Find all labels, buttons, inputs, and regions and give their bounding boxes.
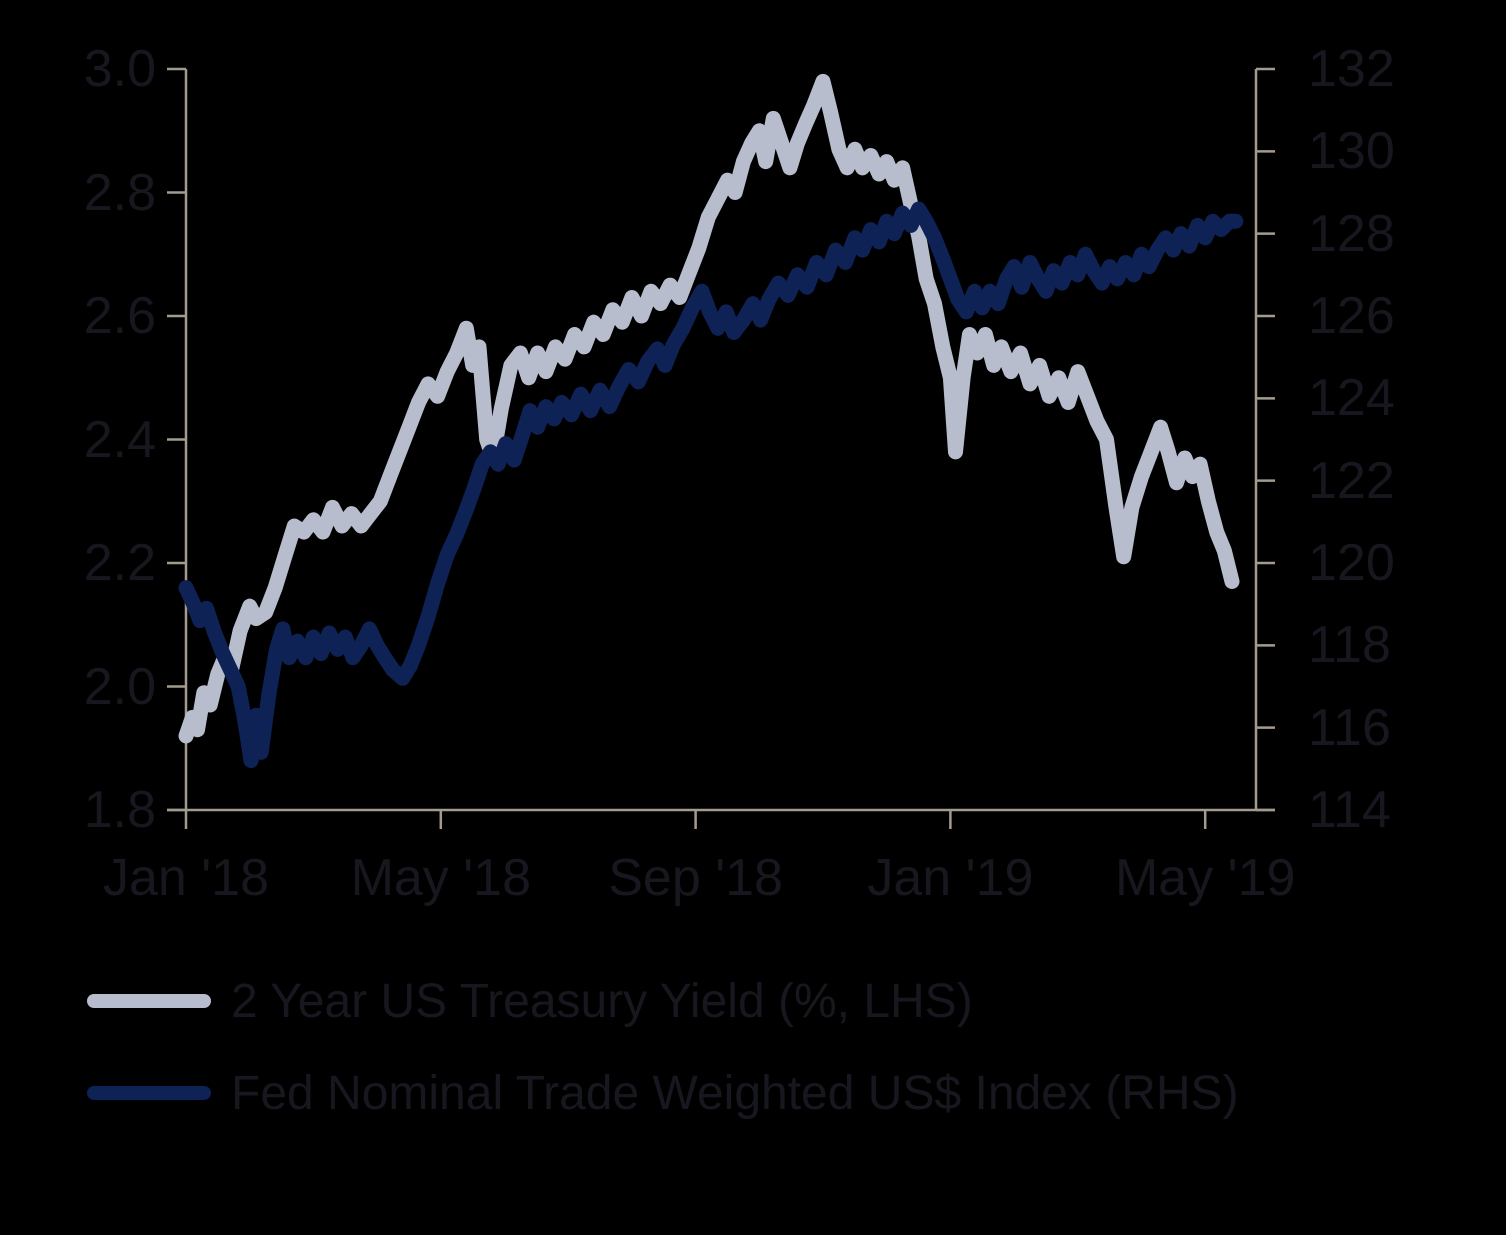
y-left-tick-label: 2.6 [83, 287, 156, 345]
legend-item-usd-index: Fed Nominal Trade Weighted US$ Index (RH… [87, 1064, 1239, 1122]
y-right-tick-label: 128 [1308, 204, 1395, 263]
y-right-tick-label: 120 [1308, 534, 1395, 592]
legend-swatch-usd-index [87, 1086, 211, 1100]
x-tick-label: Jan '19 [867, 849, 1034, 907]
legend-label-usd-index: Fed Nominal Trade Weighted US$ Index (RH… [231, 1066, 1239, 1120]
y-right-tick-label: 126 [1308, 287, 1395, 345]
y-right-tick-label: 122 [1308, 451, 1395, 510]
y-right-tick-label: 132 [1308, 40, 1395, 98]
y-right-tick-label: 116 [1308, 698, 1391, 757]
x-tick-label: Jan '18 [102, 849, 270, 907]
y-right-tick-label: 130 [1308, 122, 1395, 181]
x-tick-label: May '19 [1114, 849, 1296, 907]
y-right-tick-label: 114 [1308, 781, 1391, 839]
legend-label-treasury-yield: 2 Year US Treasury Yield (%, LHS) [231, 974, 973, 1028]
y-left-tick-label: 2.2 [83, 534, 156, 592]
y-left-tick-label: 2.8 [83, 163, 156, 222]
x-tick-label: May '18 [350, 849, 532, 907]
y-right-tick-label: 118 [1308, 616, 1391, 675]
legend-item-treasury-yield: 2 Year US Treasury Yield (%, LHS) [87, 972, 1239, 1030]
y-left-tick-label: 2.4 [83, 410, 156, 469]
x-tick-label: Sep '18 [608, 849, 783, 907]
series-line-usd-index [178, 201, 1244, 769]
y-left-tick-label: 3.0 [83, 40, 156, 98]
y-left-tick-label: 1.8 [83, 781, 156, 839]
y-left-tick-label: 2.0 [83, 657, 156, 716]
legend: 2 Year US Treasury Yield (%, LHS) Fed No… [87, 972, 1239, 1122]
series-line-treasury-yield [178, 73, 1240, 744]
legend-swatch-treasury-yield [87, 994, 211, 1008]
y-right-tick-label: 124 [1308, 369, 1395, 428]
